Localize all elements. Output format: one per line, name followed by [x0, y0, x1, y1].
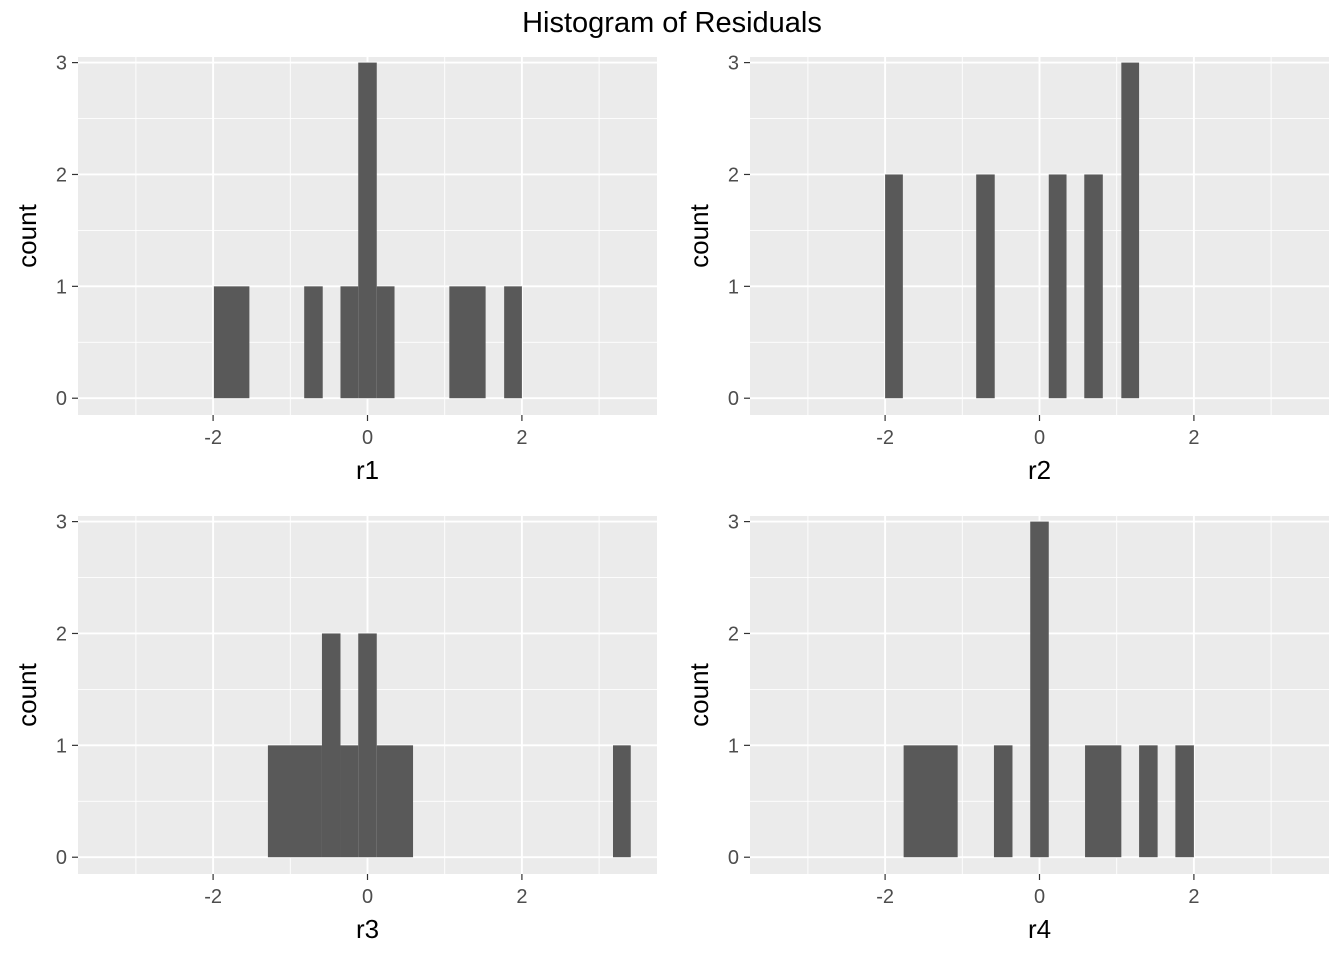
histogram-bar [340, 286, 359, 399]
histogram-bar [1139, 745, 1158, 858]
y-axis-title: count [684, 203, 714, 267]
x-tick-label: -2 [204, 886, 222, 908]
histogram-bar [612, 745, 631, 858]
histogram-bar [449, 286, 486, 399]
panel-r4: 0 1 2 3 -2 0 2 r4 count [684, 512, 1329, 944]
x-tick-label: 0 [1034, 427, 1045, 449]
y-tick-label: 0 [728, 847, 739, 869]
y-tick-label: 2 [56, 623, 67, 645]
y-axis-title: count [12, 662, 42, 726]
histogram-bar [358, 633, 377, 858]
histogram-bar [903, 745, 958, 858]
histogram-bar [267, 745, 322, 858]
y-tick-label: 3 [728, 53, 739, 75]
y-tick-label: 2 [728, 623, 739, 645]
y-tick-label: 1 [56, 276, 67, 298]
histogram-bar [1048, 174, 1067, 399]
panel-r3: 0 1 2 3 -2 0 2 r3 count [12, 512, 657, 944]
y-tick-label: 1 [728, 735, 739, 757]
histogram-bar [304, 286, 323, 399]
y-axis-title: count [684, 662, 714, 726]
histogram-bar [321, 633, 341, 858]
x-tick-label: 2 [1188, 886, 1199, 908]
x-tick-label: 2 [516, 427, 527, 449]
x-tick-label: 2 [1188, 427, 1199, 449]
panel-r1: 0 1 2 3 -2 0 2 r1 count [12, 53, 657, 485]
x-axis-title: r4 [1028, 914, 1051, 944]
histogram-bar [993, 745, 1013, 858]
y-tick-label: 2 [56, 164, 67, 186]
y-tick-label: 3 [56, 512, 67, 534]
histogram-bar [1175, 745, 1194, 858]
histogram-bar [376, 286, 395, 399]
y-tick-label: 0 [56, 847, 67, 869]
y-tick-label: 2 [728, 164, 739, 186]
histogram-bar [885, 174, 903, 399]
figure-title: Histogram of Residuals [522, 7, 822, 39]
histogram-bar [1085, 745, 1122, 858]
y-axis-title: count [12, 203, 42, 267]
x-tick-label: -2 [204, 427, 222, 449]
x-tick-label: -2 [876, 427, 894, 449]
y-tick-label: 0 [56, 388, 67, 410]
x-axis-title: r3 [356, 914, 379, 944]
y-tick-label: 0 [728, 388, 739, 410]
y-tick-label: 3 [728, 512, 739, 534]
x-tick-label: 2 [516, 886, 527, 908]
x-axis-title: r1 [356, 455, 379, 485]
y-tick-label: 3 [56, 53, 67, 75]
x-tick-label: 0 [362, 886, 373, 908]
histogram-bar [1121, 62, 1140, 399]
histogram-bar [1030, 521, 1049, 858]
histogram-bar [376, 745, 414, 858]
panel-r2: 0 1 2 3 -2 0 2 r2 count [684, 53, 1329, 485]
histogram-bar [976, 174, 995, 399]
histogram-bar [213, 286, 250, 399]
histogram-bar [340, 745, 359, 858]
y-tick-label: 1 [728, 276, 739, 298]
y-tick-label: 1 [56, 735, 67, 757]
panels-grid: 0 1 2 3 -2 0 2 r1 count 0 1 2 3 -2 0 2 r2 count 0 1 2 3 -2 0 2 r3… [12, 53, 1329, 944]
x-tick-label: -2 [876, 886, 894, 908]
histogram-bar [504, 286, 522, 399]
x-tick-label: 0 [1034, 886, 1045, 908]
x-axis-title: r2 [1028, 455, 1051, 485]
histogram-bar [1084, 174, 1103, 399]
histogram-bar [358, 62, 377, 399]
x-tick-label: 0 [362, 427, 373, 449]
